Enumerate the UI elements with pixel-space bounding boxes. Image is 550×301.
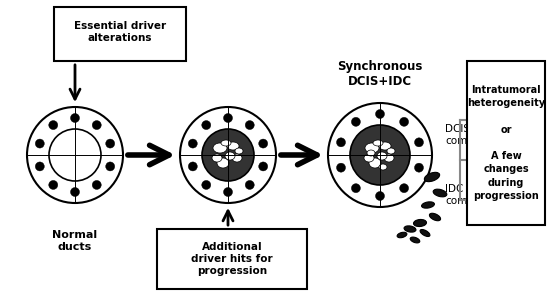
Ellipse shape <box>430 213 441 221</box>
Ellipse shape <box>379 142 391 150</box>
Circle shape <box>415 163 424 172</box>
Circle shape <box>35 162 45 171</box>
Circle shape <box>92 180 101 189</box>
Ellipse shape <box>379 164 387 170</box>
Circle shape <box>245 180 254 189</box>
Circle shape <box>49 121 58 129</box>
Circle shape <box>180 107 276 203</box>
Text: IDC
component: IDC component <box>445 184 504 206</box>
Text: Intratumoral
heterogeneity

or

A few
changes
during
progression: Intratumoral heterogeneity or A few chan… <box>467 85 545 201</box>
Circle shape <box>106 162 115 171</box>
Circle shape <box>245 121 254 129</box>
Text: Synchronous
DCIS+IDC: Synchronous DCIS+IDC <box>337 60 423 88</box>
Ellipse shape <box>404 226 416 232</box>
Ellipse shape <box>227 142 239 150</box>
Ellipse shape <box>213 143 227 153</box>
Circle shape <box>258 162 268 171</box>
Circle shape <box>223 188 233 197</box>
Circle shape <box>92 121 101 129</box>
FancyBboxPatch shape <box>54 7 186 61</box>
Ellipse shape <box>420 229 430 237</box>
Ellipse shape <box>433 189 447 197</box>
Circle shape <box>188 139 197 148</box>
Circle shape <box>376 110 384 119</box>
Circle shape <box>400 184 409 193</box>
Circle shape <box>337 138 345 147</box>
Ellipse shape <box>364 154 374 162</box>
Circle shape <box>27 107 123 203</box>
Ellipse shape <box>373 140 383 146</box>
Circle shape <box>188 162 197 171</box>
Ellipse shape <box>422 202 435 208</box>
FancyBboxPatch shape <box>157 229 307 289</box>
Ellipse shape <box>225 152 235 160</box>
Circle shape <box>106 139 115 148</box>
Ellipse shape <box>414 219 426 227</box>
Circle shape <box>415 138 424 147</box>
Ellipse shape <box>212 154 222 162</box>
Ellipse shape <box>384 154 394 162</box>
Circle shape <box>70 113 80 123</box>
Circle shape <box>337 163 345 172</box>
Circle shape <box>70 188 80 197</box>
Text: Additional
driver hits for
progression: Additional driver hits for progression <box>191 242 273 276</box>
Ellipse shape <box>387 148 395 154</box>
Text: Pure
DCIS: Pure DCIS <box>213 230 243 252</box>
Circle shape <box>351 117 360 126</box>
Circle shape <box>351 184 360 193</box>
Circle shape <box>202 129 254 181</box>
Circle shape <box>35 139 45 148</box>
Circle shape <box>202 180 211 189</box>
Circle shape <box>376 191 384 200</box>
Ellipse shape <box>217 158 229 168</box>
Circle shape <box>328 103 432 207</box>
Circle shape <box>223 113 233 123</box>
Ellipse shape <box>365 143 379 153</box>
FancyBboxPatch shape <box>467 61 545 225</box>
Circle shape <box>400 117 409 126</box>
Ellipse shape <box>425 172 439 182</box>
Ellipse shape <box>369 158 381 168</box>
Ellipse shape <box>410 237 420 243</box>
Ellipse shape <box>377 152 387 160</box>
Text: Essential driver
alterations: Essential driver alterations <box>74 21 166 43</box>
Circle shape <box>258 139 268 148</box>
Circle shape <box>49 180 58 189</box>
Ellipse shape <box>367 150 375 156</box>
Ellipse shape <box>235 148 243 154</box>
Text: Normal
ducts: Normal ducts <box>52 230 97 252</box>
Circle shape <box>350 125 410 185</box>
Circle shape <box>49 129 101 181</box>
Text: DCIS
component: DCIS component <box>445 124 504 146</box>
Ellipse shape <box>221 140 231 146</box>
Circle shape <box>202 121 211 129</box>
Ellipse shape <box>232 154 242 162</box>
Ellipse shape <box>397 232 407 238</box>
